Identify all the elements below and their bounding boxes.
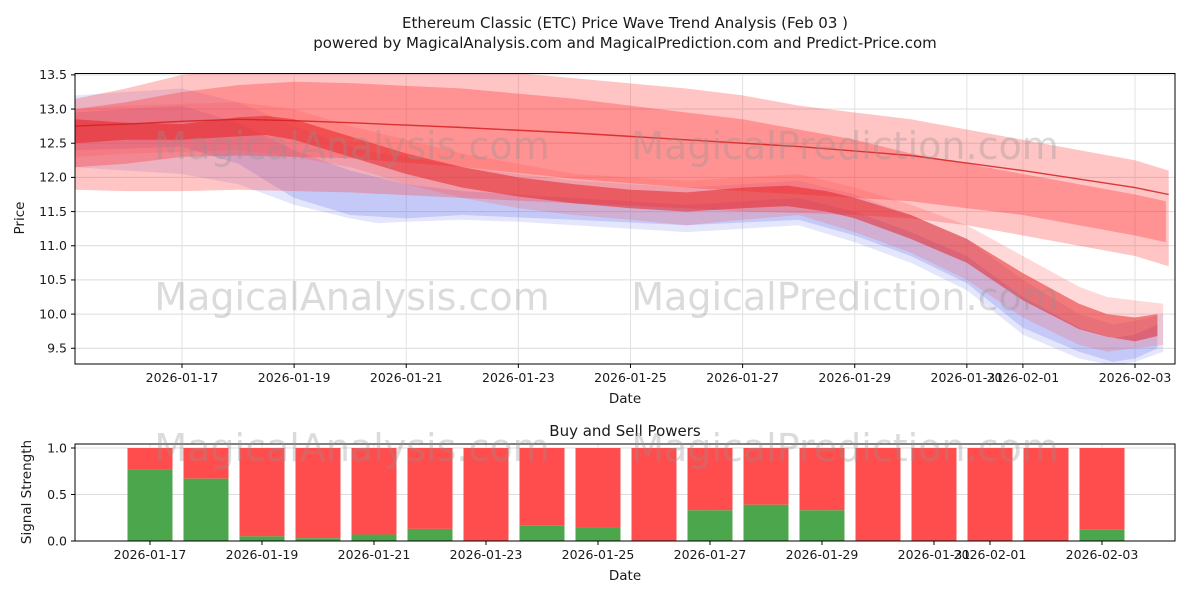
bar-sell-2026-01-21 xyxy=(351,447,397,535)
bar-buy-2026-01-27 xyxy=(687,510,733,541)
price-band-blue-envelope xyxy=(75,88,1164,364)
bar-sell-2026-01-18 xyxy=(183,447,229,479)
bar-buy-2026-02-03 xyxy=(1079,529,1125,541)
bar-buy-2026-01-28 xyxy=(743,504,789,541)
y-tick-label: 0.5 xyxy=(47,487,67,502)
y-tick-label: 11.0 xyxy=(39,238,67,253)
y-tick-label: 13.0 xyxy=(39,101,67,116)
x-tick-label: 2026-02-01 xyxy=(987,370,1060,385)
price-band-blue-band xyxy=(75,105,1158,362)
x-tick-label: 2026-02-01 xyxy=(954,547,1027,562)
bar-sell-2026-01-24 xyxy=(519,447,565,526)
bar-buy-2026-01-20 xyxy=(295,538,341,541)
bar-sell-2026-01-17 xyxy=(127,447,173,470)
y-tick-label: 11.5 xyxy=(39,204,67,219)
x-tick-label: 2026-02-03 xyxy=(1099,370,1172,385)
bar-sell-2026-01-26 xyxy=(631,447,677,541)
signals-xlabel: Date xyxy=(608,568,642,584)
x-tick-label: 2026-01-19 xyxy=(226,547,299,562)
y-tick-label: 10.5 xyxy=(39,272,67,287)
x-tick-label: 2026-01-31 xyxy=(931,370,1004,385)
bar-sell-2026-01-23 xyxy=(463,447,509,541)
bar-buy-2026-01-25 xyxy=(575,527,621,541)
bar-buy-2026-01-24 xyxy=(519,525,565,541)
price-ylabel: Price xyxy=(12,201,28,235)
price-xlabel: Date xyxy=(608,391,642,407)
bar-sell-2026-01-25 xyxy=(575,447,621,528)
bar-buy-2026-01-19 xyxy=(239,536,285,541)
x-tick-label: 2026-01-23 xyxy=(450,547,523,562)
y-tick-label: 12.0 xyxy=(39,170,67,185)
signals-ylabel: Signal Strength xyxy=(19,439,35,545)
figure-title-line1: Ethereum Classic (ETC) Price Wave Trend … xyxy=(402,14,848,32)
y-tick-label: 12.5 xyxy=(39,136,67,151)
bar-buy-2026-01-17 xyxy=(127,469,173,541)
bar-sell-2026-02-02 xyxy=(1023,447,1069,541)
price-band-dive-band xyxy=(75,115,1158,342)
bar-sell-2026-02-01 xyxy=(967,447,1013,541)
bar-sell-2026-02-03 xyxy=(1079,447,1125,530)
bar-buy-2026-01-18 xyxy=(183,478,229,541)
x-tick-label: 2026-01-17 xyxy=(114,547,187,562)
y-tick-label: 13.5 xyxy=(39,67,67,82)
x-tick-label: 2026-01-23 xyxy=(482,370,555,385)
price-band-red-band xyxy=(75,81,1166,243)
bar-sell-2026-01-22 xyxy=(407,447,453,529)
x-tick-label: 2026-01-19 xyxy=(258,370,331,385)
x-tick-label: 2026-02-03 xyxy=(1066,547,1139,562)
bar-sell-2026-01-30 xyxy=(855,447,901,541)
plot-border xyxy=(74,443,1176,542)
x-tick-label: 2026-01-27 xyxy=(674,547,747,562)
bar-sell-2026-01-20 xyxy=(295,447,341,539)
x-tick-label: 2026-01-21 xyxy=(370,370,443,385)
bar-buy-2026-01-21 xyxy=(351,534,397,541)
x-tick-label: 2026-01-31 xyxy=(898,547,971,562)
x-tick-label: 2026-01-29 xyxy=(786,547,859,562)
price-band-red-envelope xyxy=(75,73,1169,267)
bar-sell-2026-01-31 xyxy=(911,447,957,541)
figure-title-line2: powered by MagicalAnalysis.com and Magic… xyxy=(313,34,937,52)
x-tick-label: 2026-01-29 xyxy=(818,370,891,385)
bar-sell-2026-01-27 xyxy=(687,447,733,511)
signals-title: Buy and Sell Powers xyxy=(549,422,701,440)
y-tick-label: 10.0 xyxy=(39,306,67,321)
bar-buy-2026-01-22 xyxy=(407,528,453,541)
x-tick-label: 2026-01-21 xyxy=(338,547,411,562)
x-tick-label: 2026-01-17 xyxy=(146,370,219,385)
x-tick-label: 2026-01-25 xyxy=(594,370,667,385)
y-tick-label: 1.0 xyxy=(47,440,67,455)
y-tick-label: 9.5 xyxy=(47,341,67,356)
plot-border xyxy=(74,73,1176,365)
bar-sell-2026-01-28 xyxy=(743,447,789,505)
bar-sell-2026-01-19 xyxy=(239,447,285,537)
price-trend-line xyxy=(75,118,1169,196)
x-tick-label: 2026-01-27 xyxy=(706,370,779,385)
y-tick-label: 0.0 xyxy=(47,533,67,548)
price-band-dive-envelope xyxy=(75,102,1164,352)
bar-sell-2026-01-29 xyxy=(799,447,845,511)
bar-buy-2026-01-29 xyxy=(799,510,845,541)
x-tick-label: 2026-01-25 xyxy=(562,547,635,562)
